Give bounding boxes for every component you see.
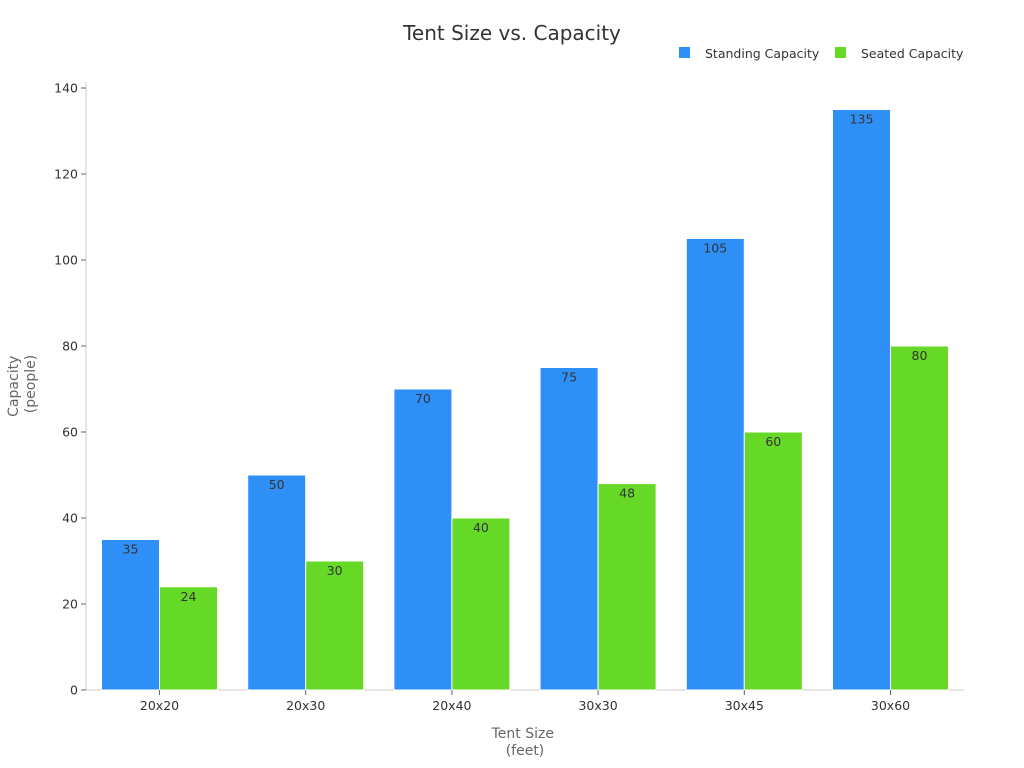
x-tick-label: 30x60 bbox=[871, 698, 910, 713]
y-axis-label-line-2: (people) bbox=[23, 355, 39, 413]
x-axis-label-line-2: (feet) bbox=[506, 743, 545, 759]
data-label-standing-30x60: 135 bbox=[850, 112, 874, 127]
bar-seated-30x30 bbox=[597, 483, 657, 691]
data-label-standing-20x30: 50 bbox=[269, 477, 285, 492]
y-ticks-group: 0 20 40 60 80 100 120 140 bbox=[54, 81, 86, 698]
x-tick-label: 20x40 bbox=[432, 698, 471, 713]
y-tick-label: 80 bbox=[62, 339, 78, 354]
y-axis-label: Capacity (people) bbox=[6, 351, 39, 417]
bar-seated-30x45 bbox=[743, 431, 803, 691]
y-tick-label: 120 bbox=[54, 167, 78, 182]
bar-seated-20x30 bbox=[305, 560, 365, 691]
bar-standing-30x45 bbox=[685, 238, 745, 691]
data-label-seated-20x30: 30 bbox=[327, 563, 343, 578]
x-tick-label: 20x30 bbox=[286, 698, 325, 713]
data-label-seated-20x40: 40 bbox=[473, 520, 489, 535]
y-tick-label: 20 bbox=[62, 597, 78, 612]
y-tick-label: 100 bbox=[54, 253, 78, 268]
x-ticks-group: 20x20 20x30 20x40 30x30 30x45 30x60 bbox=[140, 690, 910, 713]
x-axis-label-line-1: Tent Size bbox=[491, 726, 554, 742]
bar-standing-20x40 bbox=[393, 388, 453, 691]
data-label-standing-30x30: 75 bbox=[561, 370, 577, 385]
data-label-seated-30x30: 48 bbox=[619, 486, 635, 501]
legend: Standing Capacity Seated Capacity bbox=[679, 46, 964, 61]
data-label-standing-20x40: 70 bbox=[415, 391, 431, 406]
legend-label-seated: Seated Capacity bbox=[861, 46, 964, 61]
y-axis-label-line-1: Capacity bbox=[6, 356, 22, 417]
data-label-seated-30x45: 60 bbox=[765, 434, 781, 449]
x-tick-label: 30x45 bbox=[725, 698, 764, 713]
data-label-seated-20x20: 24 bbox=[181, 589, 197, 604]
bar-seated-20x40 bbox=[451, 517, 511, 691]
bars-group bbox=[101, 109, 949, 691]
bar-standing-30x60 bbox=[832, 109, 891, 691]
x-axis-label: Tent Size (feet) bbox=[491, 726, 559, 759]
data-labels-group: 35 24 50 30 70 40 75 48 105 60 135 80 bbox=[123, 112, 928, 604]
legend-swatch-standing bbox=[679, 47, 690, 58]
data-label-standing-20x20: 35 bbox=[123, 542, 139, 557]
bar-standing-20x20 bbox=[101, 539, 160, 691]
chart-title: Tent Size vs. Capacity bbox=[402, 21, 621, 45]
x-tick-label: 30x30 bbox=[578, 698, 617, 713]
bar-seated-30x60 bbox=[890, 345, 949, 691]
data-label-seated-30x60: 80 bbox=[912, 348, 928, 363]
bar-seated-20x20 bbox=[159, 586, 218, 691]
y-tick-label: 140 bbox=[54, 81, 78, 96]
y-tick-label: 60 bbox=[62, 425, 78, 440]
legend-swatch-seated bbox=[835, 47, 846, 58]
x-tick-label: 20x20 bbox=[140, 698, 179, 713]
bar-standing-30x30 bbox=[539, 367, 599, 691]
y-tick-label: 0 bbox=[70, 683, 78, 698]
legend-label-standing: Standing Capacity bbox=[705, 46, 820, 61]
y-tick-label: 40 bbox=[62, 511, 78, 526]
bar-standing-20x30 bbox=[247, 474, 307, 691]
data-label-standing-30x45: 105 bbox=[703, 241, 727, 256]
